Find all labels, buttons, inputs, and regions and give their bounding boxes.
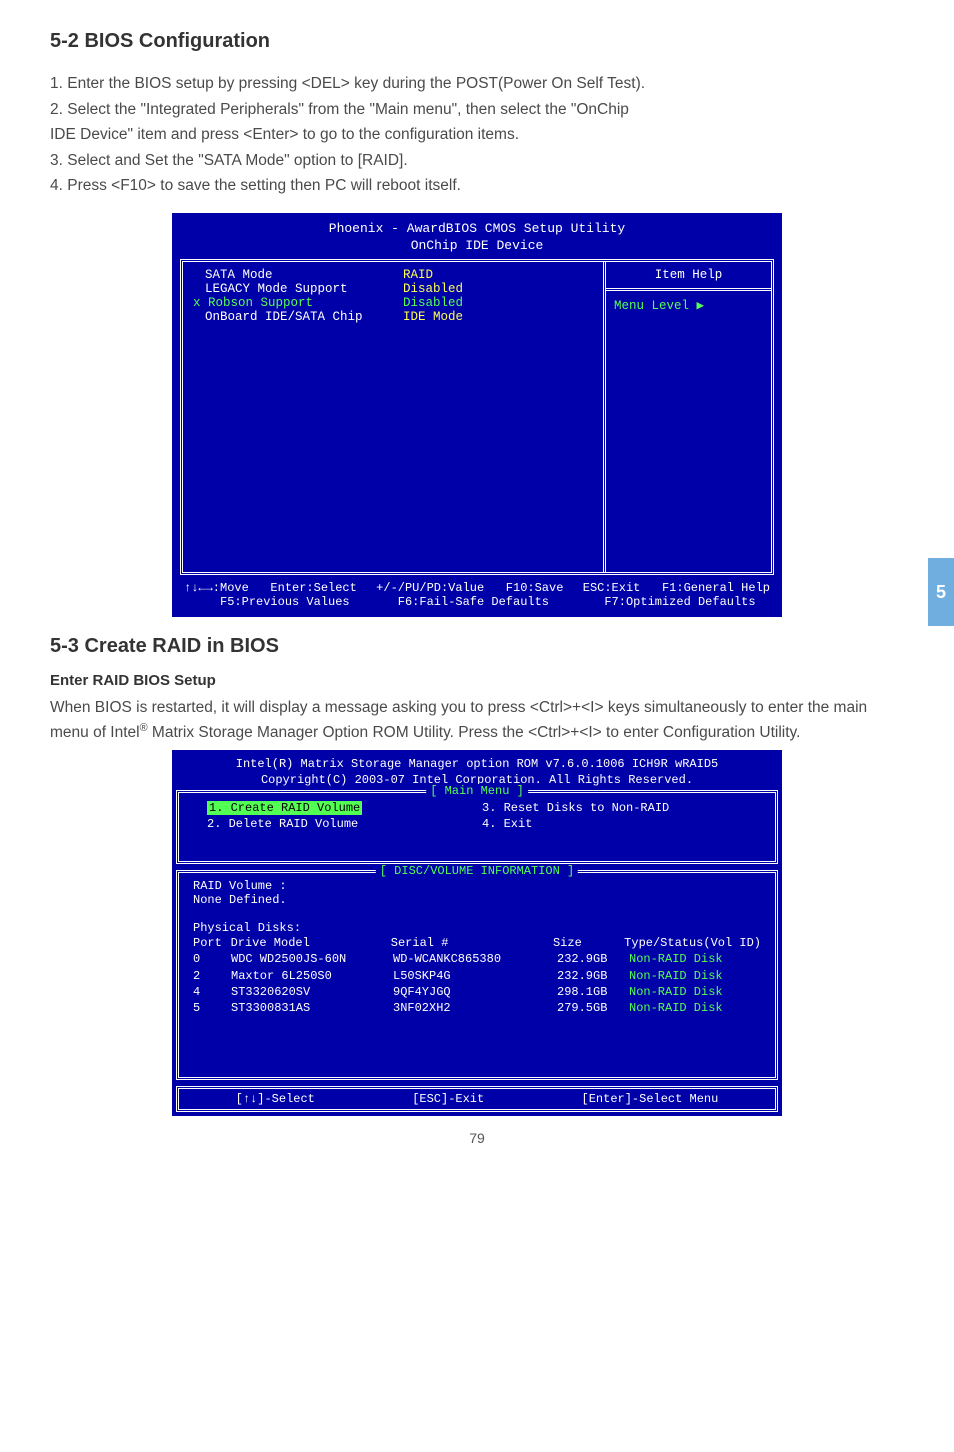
chapter-tab: 5: [928, 558, 954, 626]
cell: Non-RAID Disk: [629, 951, 761, 967]
menu-delete-raid: 2. Delete RAID Volume: [207, 817, 472, 831]
disk-row: 5 ST3300831AS 3NF02XH2 279.5GB Non-RAID …: [193, 1000, 761, 1016]
bios-title-line2: OnChip IDE Device: [411, 238, 544, 253]
bios-frame: SATA Mode RAID LEGACY Mode Support Disab…: [180, 259, 774, 575]
bios-help-body: Menu Level ▶: [606, 291, 771, 319]
bios-row-sata: SATA Mode RAID: [193, 268, 593, 282]
instr-3: 3. Select and Set the "SATA Mode" option…: [50, 148, 904, 174]
instr-4: 4. Press <F10> to save the setting then …: [50, 173, 904, 199]
hdr-model: Drive Model: [231, 935, 391, 951]
bios-help-title: Item Help: [606, 262, 771, 291]
cell: WD-WCANKC865380: [393, 951, 557, 967]
cell: WDC WD2500JS-60N: [231, 951, 393, 967]
cell: Non-RAID Disk: [629, 984, 761, 1000]
bios-label: OnBoard IDE/SATA Chip: [193, 310, 403, 324]
cell: 298.1GB: [557, 984, 629, 1000]
bios-label: SATA Mode: [193, 268, 403, 282]
cell: Non-RAID Disk: [629, 968, 761, 984]
hdr-type: Type/Status(Vol ID): [624, 935, 761, 951]
main-menu-label: [ Main Menu ]: [426, 784, 528, 798]
bios-title: Phoenix - AwardBIOS CMOS Setup Utility O…: [180, 219, 774, 259]
para-part2: Matrix Storage Manager Option ROM Utilit…: [148, 724, 801, 741]
bios-label-text: Robson Support: [208, 296, 313, 310]
intel-footer: [↑↓]-Select [ESC]-Exit [Enter]-Select Me…: [176, 1086, 778, 1112]
disk-row: 2 Maxtor 6L250S0 L50SKP4G 232.9GB Non-RA…: [193, 968, 761, 984]
heading-5-2: 5-2 BIOS Configuration: [50, 30, 904, 53]
disk-row: 4 ST3320620SV 9QF4YJGQ 298.1GB Non-RAID …: [193, 984, 761, 1000]
bios-screenshot: Phoenix - AwardBIOS CMOS Setup Utility O…: [172, 213, 782, 617]
hdr-serial: Serial #: [391, 935, 553, 951]
instr-2b: IDE Device" item and press <Enter> to go…: [50, 122, 904, 148]
hdr-size: Size: [553, 935, 624, 951]
page-number: 79: [50, 1130, 904, 1146]
none-defined: None Defined.: [193, 893, 761, 907]
cell: 9QF4YJGQ: [393, 984, 557, 1000]
instructions-list-5-2: 1. Enter the BIOS setup by pressing <DEL…: [50, 71, 904, 199]
bios-value: Disabled: [403, 282, 463, 296]
heading-5-3: 5-3 Create RAID in BIOS: [50, 635, 904, 658]
menu-create-raid: 1. Create RAID Volume: [207, 801, 472, 815]
bios-foot-col2: +/-/PU/PD:Value F10:Save F6:Fail-Safe De…: [376, 581, 563, 609]
intel-disc-info-frame: [ DISC/VOLUME INFORMATION ] RAID Volume …: [176, 870, 778, 1080]
physical-disks-label: Physical Disks:: [193, 921, 761, 935]
cell: ST3300831AS: [231, 1000, 393, 1016]
footer-select: [↑↓]-Select: [236, 1092, 315, 1106]
hdr-port: Port: [193, 935, 231, 951]
intel-screenshot: Intel(R) Matrix Storage Manager option R…: [172, 750, 782, 1116]
bios-label: LEGACY Mode Support: [193, 282, 403, 296]
x-mark: x: [193, 296, 201, 310]
bios-value: RAID: [403, 268, 433, 282]
instr-1: 1. Enter the BIOS setup by pressing <DEL…: [50, 71, 904, 97]
menu-exit: 4. Exit: [482, 817, 747, 831]
bios-footer: ↑↓←→:Move Enter:Select F5:Previous Value…: [180, 575, 774, 611]
cell: 232.9GB: [557, 951, 629, 967]
menu-reset-disks: 3. Reset Disks to Non-RAID: [482, 801, 747, 815]
bios-value: IDE Mode: [403, 310, 463, 324]
disk-table: RAID Volume : None Defined. Physical Dis…: [187, 877, 767, 1018]
bios-foot-col3: ESC:Exit F1:General Help F7:Optimized De…: [583, 581, 770, 609]
bios-row-robson: x Robson Support Disabled: [193, 296, 593, 310]
paragraph-raid-intro: When BIOS is restarted, it will display …: [50, 695, 904, 746]
bios-row-legacy: LEGACY Mode Support Disabled: [193, 282, 593, 296]
subheading-raid-setup: Enter RAID BIOS Setup: [50, 672, 904, 689]
bios-value: Disabled: [403, 296, 463, 310]
raid-volume-label: RAID Volume :: [193, 879, 761, 893]
registered-mark: ®: [140, 722, 148, 734]
disc-info-label: [ DISC/VOLUME INFORMATION ]: [376, 864, 578, 878]
intel-title1: Intel(R) Matrix Storage Manager option R…: [236, 757, 718, 771]
cell: 0: [193, 951, 231, 967]
bios-label: x Robson Support: [193, 296, 403, 310]
bios-title-line1: Phoenix - AwardBIOS CMOS Setup Utility: [329, 221, 625, 236]
bios-right-panel: Item Help Menu Level ▶: [603, 262, 771, 572]
cell: 4: [193, 984, 231, 1000]
main-menu-grid: 1. Create RAID Volume 3. Reset Disks to …: [187, 797, 767, 835]
footer-enter: [Enter]-Select Menu: [582, 1092, 719, 1106]
disk-row: 0 WDC WD2500JS-60N WD-WCANKC865380 232.9…: [193, 951, 761, 967]
cell: 5: [193, 1000, 231, 1016]
intel-main-menu-frame: [ Main Menu ] 1. Create RAID Volume 3. R…: [176, 790, 778, 864]
bios-row-onboard: OnBoard IDE/SATA Chip IDE Mode: [193, 310, 593, 324]
cell: 279.5GB: [557, 1000, 629, 1016]
cell: 3NF02XH2: [393, 1000, 557, 1016]
cell: L50SKP4G: [393, 968, 557, 984]
disk-header-row: Port Drive Model Serial # Size Type/Stat…: [193, 935, 761, 951]
cell: ST3320620SV: [231, 984, 393, 1000]
cell: Non-RAID Disk: [629, 1000, 761, 1016]
menu-item-highlighted: 1. Create RAID Volume: [207, 801, 362, 815]
cell: 2: [193, 968, 231, 984]
instr-2a: 2. Select the "Integrated Peripherals" f…: [50, 97, 904, 123]
cell: 232.9GB: [557, 968, 629, 984]
bios-foot-col1: ↑↓←→:Move Enter:Select F5:Previous Value…: [184, 581, 357, 609]
cell: Maxtor 6L250S0: [231, 968, 393, 984]
footer-exit: [ESC]-Exit: [412, 1092, 484, 1106]
bios-left-panel: SATA Mode RAID LEGACY Mode Support Disab…: [183, 262, 603, 572]
